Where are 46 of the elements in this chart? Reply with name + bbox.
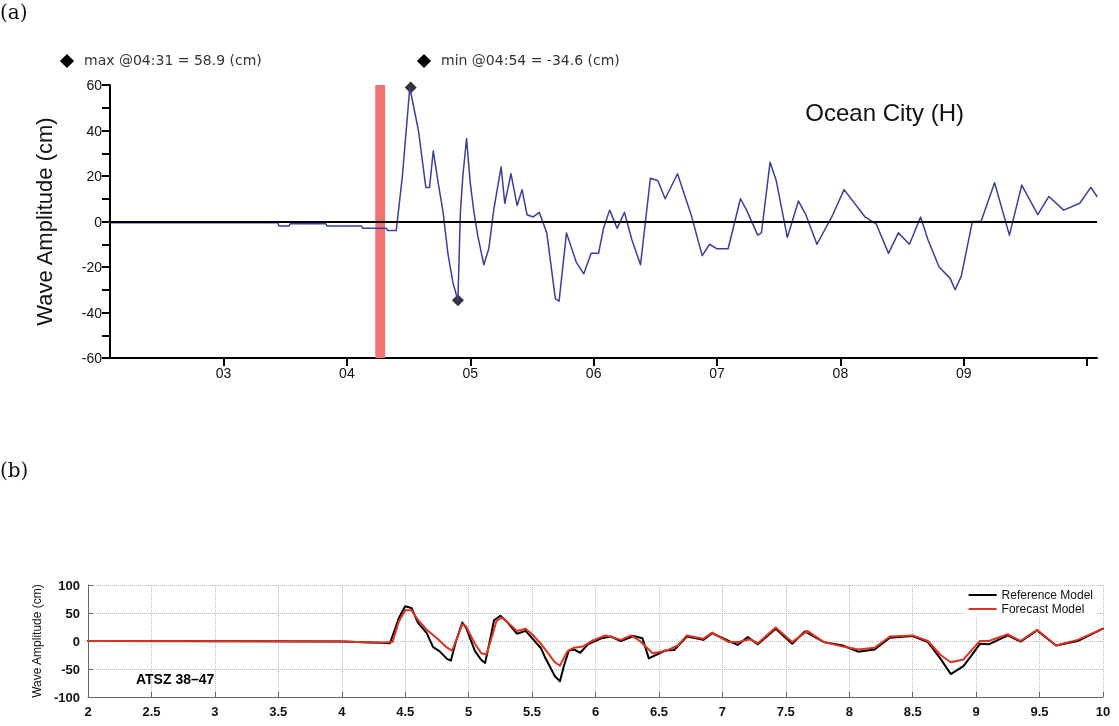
text: (a) <box>0 0 28 24</box>
y-tick-label: 100 <box>58 577 80 593</box>
x-tick-label: 5.5 <box>523 704 542 719</box>
x-tick-label: 4.5 <box>396 704 415 719</box>
y-tick-label: 50 <box>65 605 80 621</box>
x-tick-label: 7.5 <box>776 704 795 719</box>
y-tick-label: 0 <box>72 633 80 649</box>
x-tick-label: 09 <box>955 365 972 381</box>
x-tick-label: 8.5 <box>903 704 922 719</box>
text: Ocean City (H) <box>805 98 965 126</box>
x-tick-label: 6 <box>591 704 600 719</box>
text: (b) <box>0 458 29 482</box>
y-axis-title: Wave Amplitude (cm) <box>31 117 57 326</box>
x-tick-label: 07 <box>709 365 725 381</box>
x-tick-label: 6.5 <box>649 704 668 719</box>
text: max @04:31 = 58.9 (cm) <box>84 52 262 68</box>
x-tick-label: 08 <box>832 365 849 381</box>
x-tick-label: 8 <box>845 704 853 719</box>
legend-label: Forecast Model <box>1001 602 1085 616</box>
y-tick-label: -60 <box>81 350 103 366</box>
y-tick-label: -100 <box>53 689 80 705</box>
x-tick-label: 3.5 <box>269 704 288 719</box>
y-axis-title: Wave Amplitude (cm) <box>30 584 44 698</box>
x-tick-label: 4 <box>338 704 347 719</box>
y-tick-label: -20 <box>81 259 103 275</box>
y-tick-label: -50 <box>61 661 80 677</box>
x-tick-label: 03 <box>215 365 232 381</box>
x-tick-label: 9 <box>972 704 980 719</box>
x-tick-label: 5 <box>465 704 473 719</box>
annotation: ATSZ 38–47 <box>136 671 215 687</box>
x-tick-label: 9.5 <box>1030 704 1049 719</box>
y-tick-label: 20 <box>86 168 103 184</box>
x-tick-label: 05 <box>462 365 479 381</box>
legend-label: Reference Model <box>1001 588 1094 602</box>
x-tick-label: 7 <box>718 704 726 719</box>
x-tick-label: 10 <box>1095 704 1111 719</box>
x-tick-label: 2 <box>84 704 92 719</box>
x-tick-label: 2.5 <box>142 704 161 719</box>
x-tick-label: 3 <box>211 704 219 719</box>
x-tick-label: 04 <box>339 365 355 381</box>
x-tick-label: 06 <box>585 365 602 381</box>
text: min @04:54 = -34.6 (cm) <box>441 52 620 68</box>
y-tick-label: 40 <box>86 122 103 139</box>
y-tick-label: -40 <box>81 304 103 321</box>
y-tick-label: 60 <box>86 77 103 93</box>
y-tick-label: 0 <box>94 213 103 230</box>
